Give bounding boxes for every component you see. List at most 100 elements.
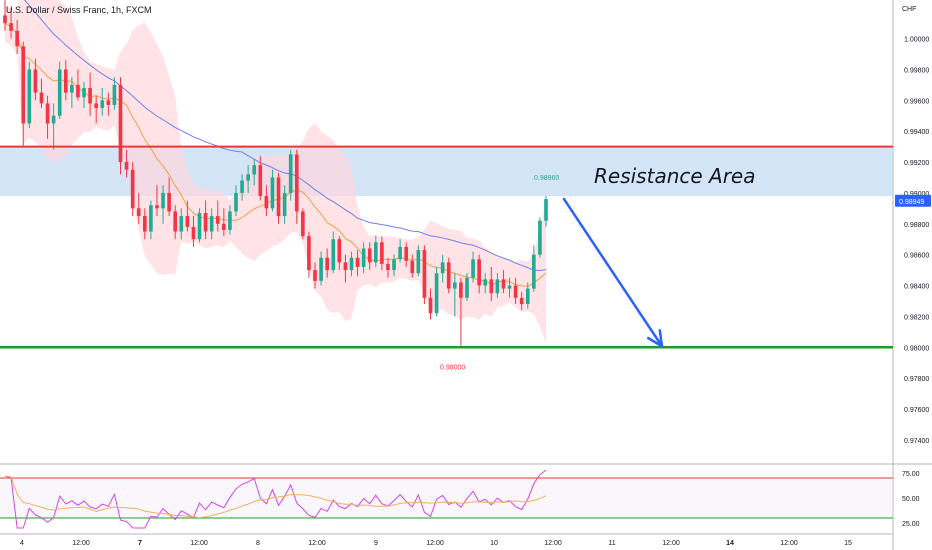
candle xyxy=(459,277,463,348)
candle-body xyxy=(519,297,524,305)
levels-layer xyxy=(0,145,893,349)
candle-body xyxy=(422,250,427,298)
time-tick-label: 12:00 xyxy=(308,540,326,547)
time-tick-label: 9 xyxy=(374,540,378,547)
candle-body xyxy=(386,263,390,271)
candle-body xyxy=(234,192,238,212)
price-labels-layer: 0.98949 0.98960 0.98000 xyxy=(440,175,931,371)
candle xyxy=(76,69,80,101)
candle xyxy=(519,291,524,311)
candle-body xyxy=(483,279,488,286)
price-tick-label: 0.97800 xyxy=(904,376,929,383)
last-price-label: 0.98949 xyxy=(899,199,924,206)
candle xyxy=(325,248,329,278)
candle-body xyxy=(459,282,463,298)
candle-body xyxy=(142,216,147,232)
candle xyxy=(282,185,287,224)
candle-body xyxy=(373,242,378,263)
candle-body xyxy=(367,248,372,263)
candle xyxy=(422,245,427,305)
candle xyxy=(9,7,13,39)
candle xyxy=(398,239,402,263)
candle xyxy=(288,149,293,201)
candle xyxy=(532,245,536,292)
candle xyxy=(392,254,396,277)
candle-body xyxy=(88,87,92,104)
candle-body xyxy=(51,115,56,124)
candle xyxy=(222,208,226,237)
candle-body xyxy=(45,103,50,124)
candle-body xyxy=(9,23,13,31)
price-tick-label: 0.98800 xyxy=(904,222,929,229)
price-axis[interactable]: 1.00000 0.99800 0.99600 0.99400 0.99200 0.990… xyxy=(904,37,929,445)
candle xyxy=(337,236,342,271)
candle xyxy=(118,77,123,175)
time-tick-label: 11 xyxy=(608,540,615,547)
candle-body xyxy=(222,223,226,230)
candle xyxy=(191,216,196,247)
time-tick-label: 8 xyxy=(256,540,260,547)
candle-body xyxy=(191,226,196,240)
last-price-badge xyxy=(895,194,931,207)
candle xyxy=(94,95,99,124)
candle xyxy=(471,251,475,283)
price-tick-label: 0.99200 xyxy=(904,160,929,167)
candle xyxy=(513,277,518,305)
rsi-tick-label: 25.00 xyxy=(902,521,920,528)
price-tick-label: 0.98200 xyxy=(904,314,929,321)
candle xyxy=(136,192,141,224)
candle xyxy=(155,185,159,217)
candle xyxy=(100,87,105,116)
candle-body xyxy=(124,162,129,170)
candle-body xyxy=(446,262,451,289)
candle xyxy=(264,185,269,217)
candle-body xyxy=(15,30,19,47)
candle-body xyxy=(21,46,26,124)
candle xyxy=(149,200,153,240)
candle xyxy=(380,236,384,271)
candle xyxy=(434,266,439,317)
candle xyxy=(355,250,360,277)
candle-body xyxy=(203,212,208,232)
candle xyxy=(331,231,336,274)
candle-body xyxy=(161,192,165,209)
candle-body xyxy=(136,208,141,217)
candle xyxy=(82,81,86,109)
candle-body xyxy=(63,69,68,93)
candle-body xyxy=(155,205,159,209)
candle-body xyxy=(361,248,366,267)
time-tick-label: 15 xyxy=(844,540,852,547)
candle xyxy=(294,149,299,224)
time-axis[interactable]: 4 12:00 7 12:00 8 12:00 9 12:00 10 12:00 11 12:00 14… xyxy=(20,540,852,547)
candle-body xyxy=(532,254,536,289)
moving-average-fast xyxy=(4,22,547,287)
rsi-pane: 75.00 50.00 25.00 xyxy=(0,469,920,529)
chart-title: U.S. Dollar / Swiss Franc, 1h, FXCM xyxy=(6,5,152,15)
candle xyxy=(477,254,481,294)
currency-label: CHF xyxy=(902,6,917,13)
candle-body xyxy=(276,177,281,217)
price-tick-label: 0.98400 xyxy=(904,284,929,291)
candle-body xyxy=(215,216,220,224)
indicators-layer xyxy=(4,0,547,344)
candle-body xyxy=(398,246,402,260)
candle-body xyxy=(416,250,421,274)
candle xyxy=(538,217,542,258)
candle xyxy=(373,236,378,267)
candle xyxy=(209,208,214,240)
moving-average-slow xyxy=(23,0,547,271)
candle-body xyxy=(70,84,74,93)
candle-body xyxy=(112,84,117,105)
price-tick-label: 0.99400 xyxy=(904,129,929,136)
candle xyxy=(319,251,323,286)
candle xyxy=(215,200,220,232)
price-tick-label: 0.99800 xyxy=(904,67,929,74)
price-tick-label: 0.97600 xyxy=(904,407,929,414)
candle-body xyxy=(27,69,32,124)
candle xyxy=(483,273,488,294)
candle-body xyxy=(331,239,336,271)
candle-body xyxy=(392,259,396,271)
candle xyxy=(404,242,409,267)
candle xyxy=(307,231,311,278)
support-price-label: 0.98000 xyxy=(440,364,465,371)
